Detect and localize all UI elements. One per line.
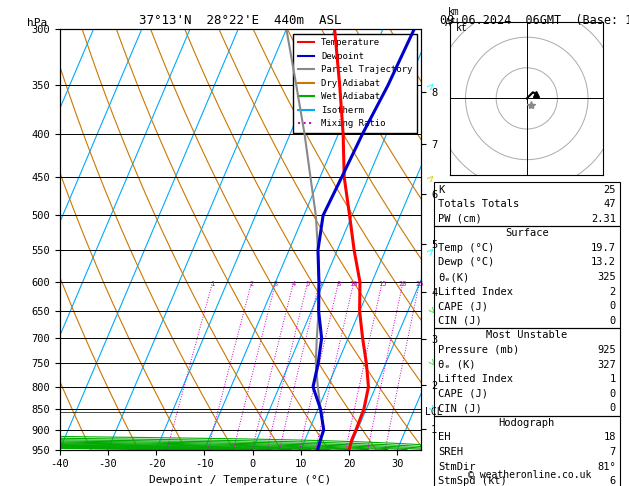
Text: 5: 5	[306, 281, 310, 287]
Text: >: >	[425, 402, 438, 416]
Text: >: >	[425, 171, 438, 183]
Text: 2: 2	[250, 281, 253, 287]
Text: 13.2: 13.2	[591, 258, 616, 267]
Text: 19.7: 19.7	[591, 243, 616, 253]
Text: Pressure (mb): Pressure (mb)	[438, 345, 519, 355]
Text: LCL: LCL	[425, 407, 443, 417]
Title: 37°13'N  28°22'E  440m  ASL: 37°13'N 28°22'E 440m ASL	[140, 14, 342, 27]
Text: 25: 25	[415, 281, 424, 287]
Text: 15: 15	[378, 281, 386, 287]
Text: 4: 4	[291, 281, 296, 287]
Text: Surface: Surface	[505, 228, 548, 238]
Text: 18: 18	[603, 433, 616, 442]
Text: Most Unstable: Most Unstable	[486, 330, 567, 340]
Text: StmDir: StmDir	[438, 462, 476, 471]
Text: Temp (°C): Temp (°C)	[438, 243, 494, 253]
Text: Totals Totals: Totals Totals	[438, 199, 519, 209]
Text: PW (cm): PW (cm)	[438, 214, 482, 224]
Text: 6: 6	[610, 476, 616, 486]
X-axis label: Dewpoint / Temperature (°C): Dewpoint / Temperature (°C)	[150, 475, 331, 485]
Text: 1: 1	[610, 374, 616, 384]
Text: CIN (J): CIN (J)	[438, 403, 482, 413]
Text: Hodograph: Hodograph	[499, 418, 555, 428]
Text: 3: 3	[274, 281, 278, 287]
Text: EH: EH	[438, 433, 450, 442]
Text: >: >	[425, 357, 438, 370]
Text: Lifted Index: Lifted Index	[438, 287, 513, 296]
Text: 25: 25	[603, 185, 616, 194]
Text: 8: 8	[337, 281, 341, 287]
Text: 20: 20	[399, 281, 408, 287]
Text: 327: 327	[597, 360, 616, 369]
Text: 09.06.2024  06GMT  (Base: 18): 09.06.2024 06GMT (Base: 18)	[440, 14, 629, 27]
Text: CAPE (J): CAPE (J)	[438, 301, 487, 311]
Text: 7: 7	[610, 447, 616, 457]
Text: >: >	[425, 244, 438, 257]
Text: kt: kt	[457, 23, 468, 33]
Text: SREH: SREH	[438, 447, 463, 457]
Text: 47: 47	[603, 199, 616, 209]
Text: 0: 0	[610, 301, 616, 311]
Text: Lifted Index: Lifted Index	[438, 374, 513, 384]
Text: 81°: 81°	[597, 462, 616, 471]
Text: 325: 325	[597, 272, 616, 282]
Text: StmSpd (kt): StmSpd (kt)	[438, 476, 506, 486]
Text: 1: 1	[211, 281, 214, 287]
Text: 0: 0	[610, 389, 616, 399]
Text: 6: 6	[318, 281, 321, 287]
Legend: Temperature, Dewpoint, Parcel Trajectory, Dry Adiabat, Wet Adiabat, Isotherm, Mi: Temperature, Dewpoint, Parcel Trajectory…	[293, 34, 417, 133]
Text: 2.31: 2.31	[591, 214, 616, 224]
Text: hPa: hPa	[27, 18, 47, 28]
Text: 2: 2	[610, 287, 616, 296]
Text: >: >	[425, 79, 438, 92]
Text: CAPE (J): CAPE (J)	[438, 389, 487, 399]
Text: Dewp (°C): Dewp (°C)	[438, 258, 494, 267]
Text: θₑ (K): θₑ (K)	[438, 360, 476, 369]
Text: 10: 10	[350, 281, 358, 287]
Text: 925: 925	[597, 345, 616, 355]
Text: 0: 0	[610, 403, 616, 413]
Text: 0: 0	[610, 316, 616, 326]
Text: θₑ(K): θₑ(K)	[438, 272, 469, 282]
Text: km
ASL: km ASL	[445, 7, 463, 28]
Text: © weatheronline.co.uk: © weatheronline.co.uk	[468, 470, 591, 480]
Text: >: >	[425, 305, 438, 317]
Text: K: K	[438, 185, 444, 194]
Text: CIN (J): CIN (J)	[438, 316, 482, 326]
